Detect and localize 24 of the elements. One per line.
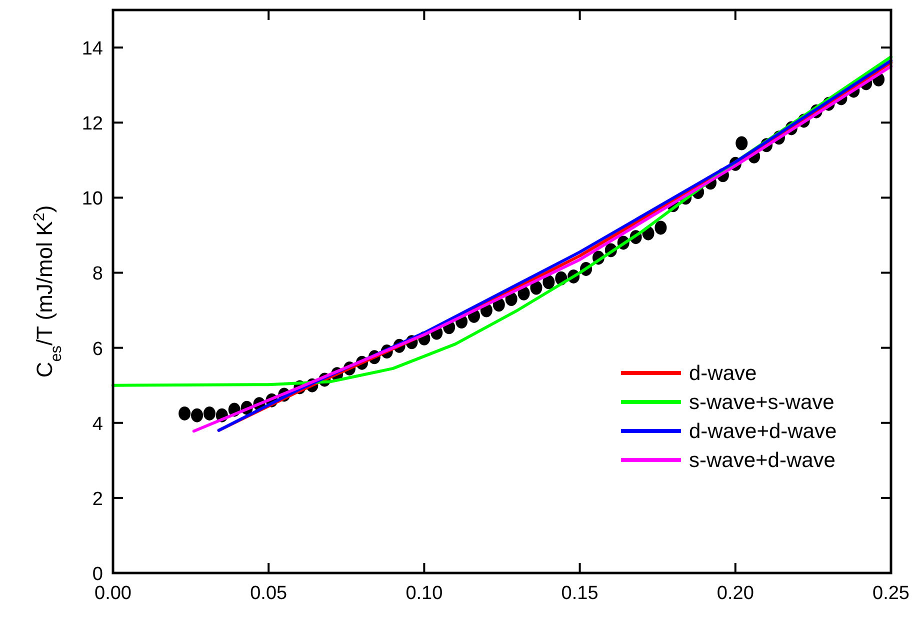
x-tick-label: 0.20: [716, 583, 754, 604]
point: [542, 275, 555, 290]
x-tick-label: 0.05: [250, 583, 288, 604]
legend-label: d-wave+d-wave: [689, 420, 837, 443]
legend-label: s-wave+s-wave: [689, 391, 834, 414]
x-tick-label: 0.00: [94, 583, 132, 604]
y-tick-label: 12: [82, 114, 103, 135]
x-tick-label: 0.15: [561, 583, 598, 604]
point: [178, 406, 191, 420]
y-tick-label: 2: [92, 488, 103, 510]
point: [191, 408, 204, 422]
x-tick-label: 0.10: [406, 583, 443, 604]
point: [736, 136, 748, 150]
y-tick-label: 6: [92, 338, 103, 360]
y-tick-label: 14: [82, 38, 104, 60]
point: [203, 406, 216, 420]
legend-label: s-wave+d-wave: [689, 449, 836, 472]
y-tick-label: 8: [92, 264, 103, 285]
y-tick-label: 4: [92, 414, 104, 435]
legend-label: d-wave: [689, 362, 757, 385]
y-tick-label: 10: [82, 188, 103, 210]
y-tick-label: 0: [92, 564, 103, 585]
point: [654, 220, 667, 235]
x-tick-label: 0.25: [872, 583, 910, 604]
